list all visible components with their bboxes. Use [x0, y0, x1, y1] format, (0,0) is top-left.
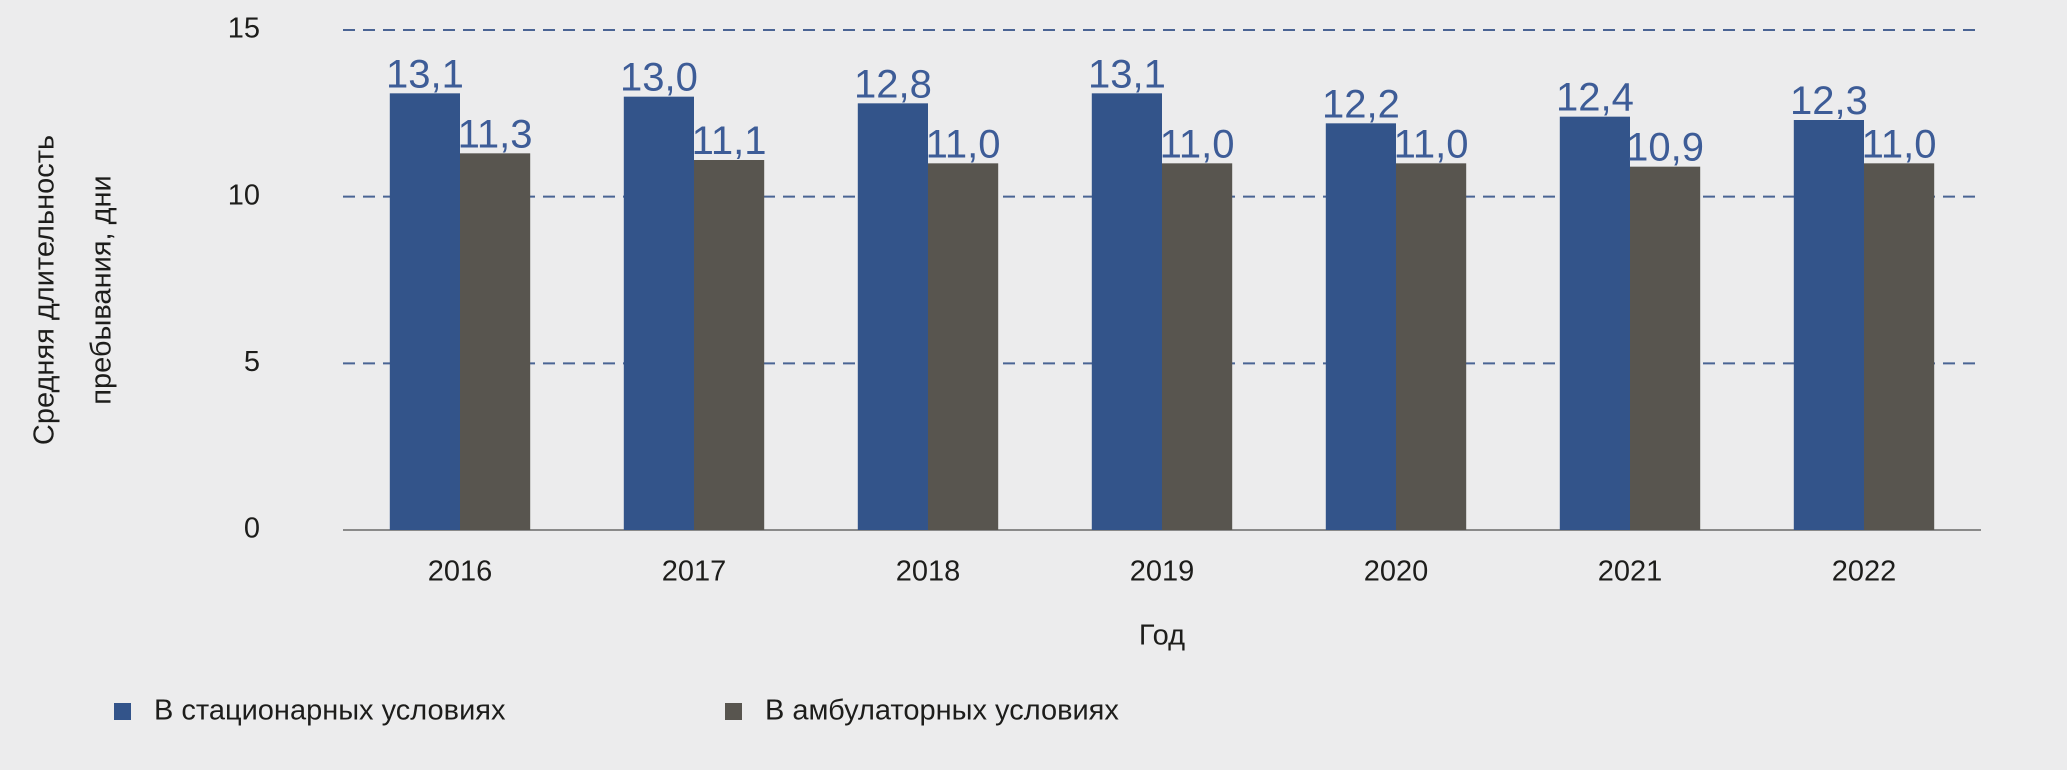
bar: [1091, 93, 1162, 530]
bar: [389, 93, 460, 530]
bar: [1793, 120, 1864, 530]
value-label: 10,9: [1626, 126, 1704, 170]
legend-marker: [114, 703, 131, 720]
value-label: 11,0: [926, 122, 1001, 166]
x-tick-label: 2021: [1598, 556, 1663, 588]
bar: [928, 163, 999, 531]
value-label: 11,1: [692, 119, 767, 163]
y-tick-label: 0: [244, 513, 260, 545]
value-label: 12,3: [1790, 79, 1868, 123]
bar: [694, 160, 765, 530]
bar: [1325, 123, 1396, 530]
x-tick-label: 2018: [896, 556, 961, 588]
bar: [1162, 163, 1233, 531]
x-tick-label: 2016: [428, 556, 493, 588]
y-tick-label: 10: [228, 179, 260, 211]
value-label: 11,3: [458, 112, 533, 156]
bar: [623, 96, 694, 531]
value-label: 12,4: [1556, 76, 1634, 120]
value-label: 12,8: [854, 62, 932, 106]
x-axis-title: Год: [1139, 620, 1185, 652]
y-axis-title: Средняя длительность: [29, 135, 61, 445]
bar: [1396, 163, 1467, 531]
x-tick-label: 2020: [1364, 556, 1429, 588]
value-label: 13,1: [1088, 52, 1166, 96]
bar: [1559, 116, 1630, 531]
bar: [1864, 163, 1935, 531]
bar: [857, 103, 928, 530]
value-label: 13,0: [620, 56, 698, 100]
legend-label: В амбулаторных условиях: [765, 695, 1119, 727]
y-axis-title: пребывания, дни: [86, 175, 118, 404]
value-label: 11,0: [1394, 122, 1469, 166]
y-tick-label: 15: [228, 13, 260, 45]
x-tick-label: 2019: [1130, 556, 1195, 588]
value-label: 11,0: [1160, 122, 1235, 166]
y-tick-label: 5: [244, 346, 260, 378]
value-label: 13,1: [386, 52, 464, 96]
x-tick-label: 2022: [1832, 556, 1897, 588]
value-label: 12,2: [1322, 82, 1400, 126]
bar: [460, 153, 531, 531]
legend-marker: [725, 703, 742, 720]
legend-label: В стационарных условиях: [154, 695, 506, 727]
value-label: 11,0: [1862, 122, 1937, 166]
x-tick-label: 2017: [662, 556, 727, 588]
bar: [1630, 166, 1701, 530]
